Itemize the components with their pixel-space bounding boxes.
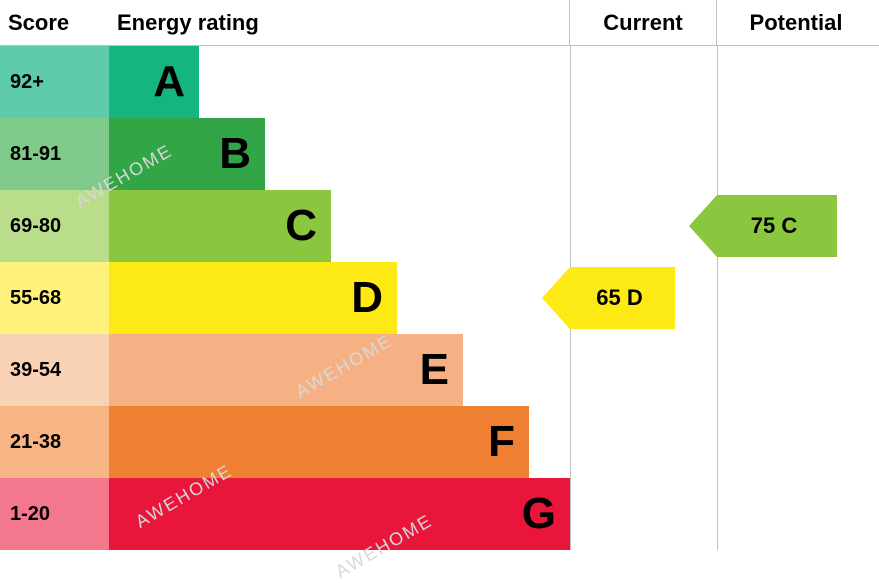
score-range-a: 92+ <box>0 46 109 118</box>
rating-bar-a: A <box>109 46 199 118</box>
rating-letter-g: G <box>522 489 556 539</box>
header-row: Score Energy rating Current Potential <box>0 0 879 46</box>
band-row-b: 81-91 B <box>0 118 570 190</box>
epc-chart: Score Energy rating Current Potential 92… <box>0 0 879 550</box>
band-row-d: 55-68 D <box>0 262 570 334</box>
rating-bar-e: E <box>109 334 463 406</box>
current-arrow-label: 65 D <box>570 267 675 329</box>
header-current: Current <box>570 0 717 45</box>
header-score: Score <box>0 0 109 45</box>
rating-letter-b: B <box>219 129 251 179</box>
potential-arrow: 75 C <box>689 195 837 257</box>
band-row-f: 21-38 F <box>0 406 570 478</box>
score-range-g: 1-20 <box>0 478 109 550</box>
score-range-e: 39-54 <box>0 334 109 406</box>
rating-bar-b: B <box>109 118 265 190</box>
rating-letter-d: D <box>351 273 383 323</box>
rating-letter-e: E <box>420 345 449 395</box>
current-arrow-tip <box>542 267 570 329</box>
rating-letter-c: C <box>285 201 317 251</box>
score-range-d: 55-68 <box>0 262 109 334</box>
score-range-b: 81-91 <box>0 118 109 190</box>
divider-current <box>717 46 718 550</box>
score-range-c: 69-80 <box>0 190 109 262</box>
band-row-a: 92+ A <box>0 46 570 118</box>
current-arrow: 65 D <box>542 267 675 329</box>
potential-arrow-label: 75 C <box>717 195 837 257</box>
rating-bar-g: G <box>109 478 570 550</box>
rating-bar-d: D <box>109 262 397 334</box>
band-row-g: 1-20 G <box>0 478 570 550</box>
rating-bar-f: F <box>109 406 529 478</box>
score-range-f: 21-38 <box>0 406 109 478</box>
band-row-e: 39-54 E <box>0 334 570 406</box>
potential-arrow-tip <box>689 195 717 257</box>
rating-bar-c: C <box>109 190 331 262</box>
header-rating: Energy rating <box>109 0 570 45</box>
header-potential: Potential <box>717 0 875 45</box>
rating-letter-f: F <box>488 417 515 467</box>
chart-body: 92+A81-91B69-80C55-68D39-54E21-38F1-20G … <box>0 46 879 550</box>
band-row-c: 69-80 C <box>0 190 570 262</box>
rating-letter-a: A <box>153 57 185 107</box>
